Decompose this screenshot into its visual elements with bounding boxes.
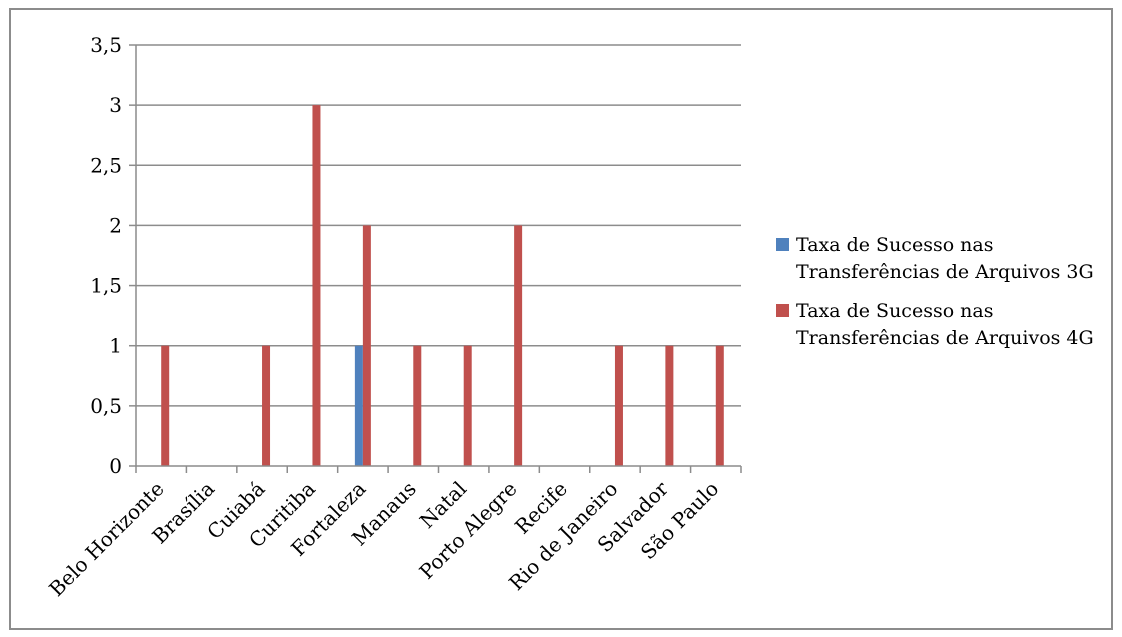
bar-4g (362, 225, 371, 466)
y-tick-label: 2,5 (90, 153, 122, 177)
y-tick-label: 1,5 (90, 274, 122, 298)
bar-4g (413, 345, 422, 466)
legend-swatch-3g (776, 238, 789, 251)
x-tick-label: Belo Horizonte (44, 477, 169, 602)
bar-4g (262, 345, 271, 466)
chart-frame (9, 8, 1113, 630)
bars (161, 105, 724, 467)
legend-label-4g: Taxa de Sucesso nas Transferências de Ar… (796, 300, 1094, 349)
gridlines (136, 44, 741, 407)
legend-label-3g: Taxa de Sucesso nas Transferências de Ar… (796, 234, 1094, 283)
bar-4g (665, 345, 674, 466)
y-tick-labels: 0 0,5 1 1,5 2 2,5 3 3,5 (90, 33, 122, 478)
y-tick-label: 0 (109, 454, 122, 478)
y-tick-label: 2 (109, 213, 122, 237)
bar-4g (312, 105, 321, 467)
y-tick-label: 3 (109, 93, 122, 117)
bar-3g (354, 345, 363, 466)
legend-item-3g: Taxa de Sucesso nas Transferências de Ar… (776, 232, 1116, 286)
bar-4g (514, 225, 523, 466)
legend-swatch-4g (776, 304, 789, 317)
x-tick-labels: Belo HorizonteBrasíliaCuiabáCuritibaFort… (44, 476, 723, 601)
y-tick-label: 3,5 (90, 33, 122, 57)
legend: Taxa de Sucesso nas Transferências de Ar… (776, 232, 1116, 364)
bar-4g (715, 345, 724, 466)
legend-item-4g: Taxa de Sucesso nas Transferências de Ar… (776, 298, 1116, 352)
y-tick-label: 0,5 (90, 394, 122, 418)
bar-4g (463, 345, 472, 466)
axes (129, 44, 742, 473)
y-tick-label: 1 (109, 334, 122, 358)
bar-4g (614, 345, 623, 466)
bar-4g (161, 345, 170, 466)
